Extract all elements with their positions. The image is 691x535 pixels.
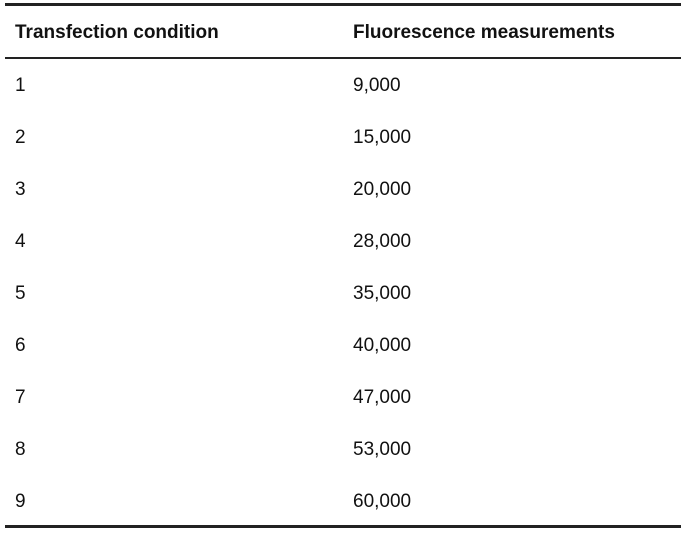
header-cell: Fluorescence measurements (353, 22, 615, 43)
table-cell: 9 (15, 491, 26, 512)
table: Transfection condition Fluorescence meas… (5, 3, 681, 529)
table-cell: 2 (15, 127, 26, 148)
table-cell: 53,000 (353, 439, 412, 460)
table-cell: 8 (15, 439, 26, 460)
table-cell: 5 (15, 283, 26, 304)
top-rule (5, 3, 681, 6)
header-rule (5, 57, 681, 59)
table-cell: 1 (15, 75, 26, 96)
table-cell: 6 (15, 335, 26, 356)
table-cell: 15,000 (353, 127, 412, 148)
table-cell: 4 (15, 231, 26, 252)
table-cell: 40,000 (353, 335, 412, 356)
header-cell: Transfection condition (15, 22, 219, 43)
table-cell: 35,000 (353, 283, 412, 304)
table-cell: 9,000 (353, 75, 401, 96)
table-cell: 7 (15, 387, 26, 408)
table-cell: 3 (15, 179, 26, 200)
table-cell: 28,000 (353, 231, 412, 252)
table-cell: 47,000 (353, 387, 412, 408)
bottom-rule (5, 525, 681, 528)
table-cell: 20,000 (353, 179, 412, 200)
table-cell: 60,000 (353, 491, 412, 512)
